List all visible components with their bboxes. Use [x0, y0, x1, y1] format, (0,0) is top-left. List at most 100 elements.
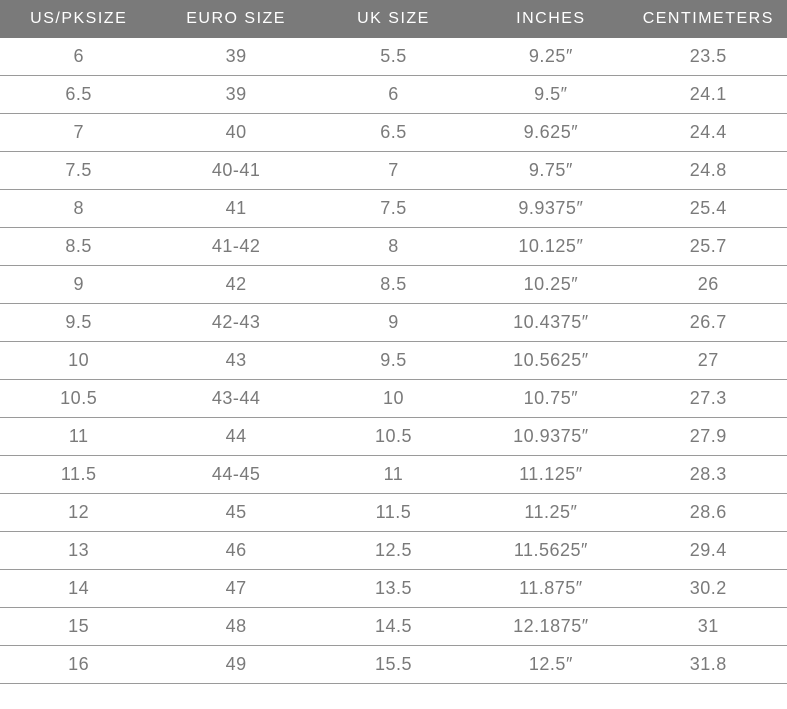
table-cell: 25.4 [630, 190, 787, 228]
table-cell: 27.9 [630, 418, 787, 456]
table-cell: 7.5 [315, 190, 472, 228]
table-cell: 31 [630, 608, 787, 646]
table-cell: 42-43 [157, 304, 314, 342]
table-body: 6395.59.25″23.56.53969.5″24.17406.59.625… [0, 38, 787, 684]
table-cell: 30.2 [630, 570, 787, 608]
table-cell: 12.5 [315, 532, 472, 570]
table-cell: 11 [315, 456, 472, 494]
table-cell: 27.3 [630, 380, 787, 418]
table-cell: 10.125″ [472, 228, 629, 266]
column-header-inches: INCHES [472, 0, 629, 38]
table-row: 10439.510.5625″27 [0, 342, 787, 380]
table-cell: 15.5 [315, 646, 472, 684]
table-cell: 7 [0, 114, 157, 152]
table-cell: 42 [157, 266, 314, 304]
table-cell: 40-41 [157, 152, 314, 190]
table-cell: 9.5 [0, 304, 157, 342]
table-cell: 12.5″ [472, 646, 629, 684]
table-cell: 24.4 [630, 114, 787, 152]
table-cell: 10.5 [315, 418, 472, 456]
table-cell: 28.3 [630, 456, 787, 494]
table-cell: 10.5625″ [472, 342, 629, 380]
table-cell: 39 [157, 38, 314, 76]
table-cell: 40 [157, 114, 314, 152]
table-cell: 11.875″ [472, 570, 629, 608]
table-cell: 47 [157, 570, 314, 608]
table-row: 11.544-451111.125″28.3 [0, 456, 787, 494]
table-row: 124511.511.25″28.6 [0, 494, 787, 532]
table-cell: 14.5 [315, 608, 472, 646]
table-cell: 26.7 [630, 304, 787, 342]
table-cell: 9.5″ [472, 76, 629, 114]
table-cell: 10.4375″ [472, 304, 629, 342]
table-row: 6.53969.5″24.1 [0, 76, 787, 114]
table-cell: 6 [0, 38, 157, 76]
table-cell: 31.8 [630, 646, 787, 684]
column-header-cm: CENTIMETERS [630, 0, 787, 38]
table-cell: 41-42 [157, 228, 314, 266]
table-cell: 13.5 [315, 570, 472, 608]
table-cell: 29.4 [630, 532, 787, 570]
table-row: 9.542-43910.4375″26.7 [0, 304, 787, 342]
table-cell: 24.8 [630, 152, 787, 190]
table-cell: 9.625″ [472, 114, 629, 152]
table-cell: 49 [157, 646, 314, 684]
table-cell: 11.5 [0, 456, 157, 494]
table-row: 144713.511.875″30.2 [0, 570, 787, 608]
table-row: 10.543-441010.75″27.3 [0, 380, 787, 418]
table-row: 7.540-4179.75″24.8 [0, 152, 787, 190]
size-chart-table: US/PKSIZE EURO SIZE UK SIZE INCHES CENTI… [0, 0, 787, 684]
table-cell: 16 [0, 646, 157, 684]
table-row: 8417.59.9375″25.4 [0, 190, 787, 228]
table-cell: 9 [0, 266, 157, 304]
table-cell: 6.5 [315, 114, 472, 152]
table-cell: 41 [157, 190, 314, 228]
table-cell: 8 [315, 228, 472, 266]
table-cell: 10 [0, 342, 157, 380]
table-cell: 8 [0, 190, 157, 228]
table-cell: 28.6 [630, 494, 787, 532]
table-row: 8.541-42810.125″25.7 [0, 228, 787, 266]
table-header-row: US/PKSIZE EURO SIZE UK SIZE INCHES CENTI… [0, 0, 787, 38]
table-cell: 11.5625″ [472, 532, 629, 570]
table-cell: 11.125″ [472, 456, 629, 494]
table-cell: 10 [315, 380, 472, 418]
table-cell: 10.25″ [472, 266, 629, 304]
table-cell: 25.7 [630, 228, 787, 266]
table-cell: 45 [157, 494, 314, 532]
table-row: 154814.512.1875″31 [0, 608, 787, 646]
table-row: 9428.510.25″26 [0, 266, 787, 304]
table-cell: 7 [315, 152, 472, 190]
column-header-uk: UK SIZE [315, 0, 472, 38]
table-cell: 46 [157, 532, 314, 570]
table-cell: 11.5 [315, 494, 472, 532]
table-cell: 24.1 [630, 76, 787, 114]
table-cell: 43 [157, 342, 314, 380]
table-cell: 48 [157, 608, 314, 646]
column-header-us-pk: US/PKSIZE [0, 0, 157, 38]
table-cell: 9.5 [315, 342, 472, 380]
table-cell: 9.9375″ [472, 190, 629, 228]
table-cell: 9 [315, 304, 472, 342]
table-row: 114410.510.9375″27.9 [0, 418, 787, 456]
table-cell: 7.5 [0, 152, 157, 190]
table-cell: 15 [0, 608, 157, 646]
table-cell: 10.9375″ [472, 418, 629, 456]
table-cell: 11 [0, 418, 157, 456]
table-cell: 13 [0, 532, 157, 570]
table-cell: 12.1875″ [472, 608, 629, 646]
table-cell: 6 [315, 76, 472, 114]
table-cell: 14 [0, 570, 157, 608]
table-cell: 27 [630, 342, 787, 380]
table-cell: 26 [630, 266, 787, 304]
table-cell: 9.25″ [472, 38, 629, 76]
table-cell: 23.5 [630, 38, 787, 76]
table-cell: 44 [157, 418, 314, 456]
table-cell: 43-44 [157, 380, 314, 418]
table-cell: 11.25″ [472, 494, 629, 532]
table-cell: 5.5 [315, 38, 472, 76]
column-header-euro: EURO SIZE [157, 0, 314, 38]
table-row: 7406.59.625″24.4 [0, 114, 787, 152]
table-cell: 8.5 [0, 228, 157, 266]
table-cell: 6.5 [0, 76, 157, 114]
